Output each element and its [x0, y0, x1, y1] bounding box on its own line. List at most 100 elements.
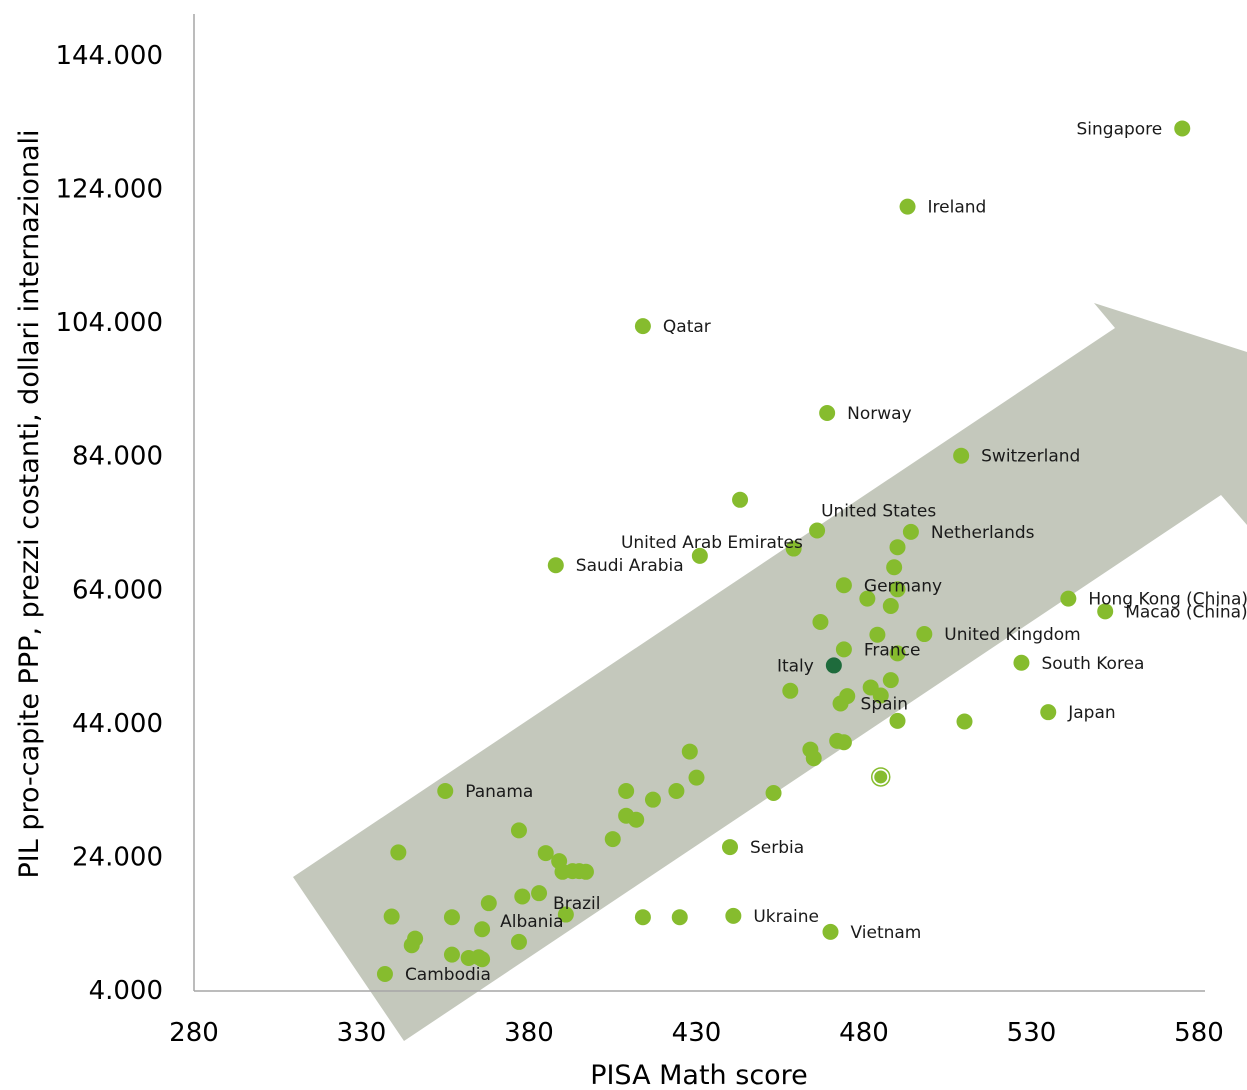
point-label: Ireland — [928, 198, 987, 218]
data-point — [902, 523, 919, 540]
point-label: Switzerland — [981, 447, 1080, 467]
data-point — [510, 822, 527, 839]
data-point — [618, 782, 635, 799]
x-tick-label: 580 — [1174, 1018, 1224, 1048]
data-point — [725, 907, 742, 924]
y-tick-labels: 4.000 24.000 44.000 64.000 84.000 104.000 124.… — [55, 41, 163, 1006]
data-point — [805, 750, 822, 767]
point-label: Albania — [500, 912, 563, 932]
data-point — [835, 641, 852, 658]
data-point — [953, 447, 970, 464]
data-point — [916, 626, 933, 643]
point-label: France — [864, 640, 921, 660]
data-point — [889, 581, 906, 598]
data-point — [480, 895, 497, 912]
point-label: Italy — [777, 656, 814, 676]
data-point — [785, 540, 802, 557]
y-tick-label: 24.000 — [72, 842, 163, 872]
point-label: Serbia — [750, 838, 804, 858]
data-point — [859, 590, 876, 607]
data-point — [403, 937, 420, 954]
data-point — [557, 906, 574, 923]
data-point — [531, 885, 548, 902]
point-label: Germany — [864, 576, 942, 596]
y-tick-label: 64.000 — [72, 575, 163, 605]
x-tick-label: 480 — [839, 1018, 889, 1048]
data-point — [812, 614, 829, 631]
data-point — [899, 198, 916, 215]
data-point — [383, 908, 400, 925]
data-point — [1013, 654, 1030, 671]
point-label: Cambodia — [405, 965, 491, 985]
y-tick-label: 104.000 — [55, 308, 163, 338]
point-label: Spain — [861, 694, 909, 714]
data-point — [889, 645, 906, 662]
data-point — [872, 687, 889, 704]
y-tick-label: 44.000 — [72, 709, 163, 739]
point-labels: Singapore Ireland Qatar Norway Switzerland Un… — [405, 119, 1247, 985]
data-point — [474, 921, 491, 938]
data-point — [671, 909, 688, 926]
data-point — [869, 626, 886, 643]
y-axis-title: PIL pro-capite PPP, prezzi costanti, dol… — [14, 129, 45, 878]
data-point — [390, 844, 407, 861]
data-point — [822, 923, 839, 940]
data-point — [376, 965, 393, 982]
data-point — [765, 784, 782, 801]
point-label: United Arab Emirates — [621, 533, 803, 553]
data-point — [474, 951, 491, 968]
data-point — [732, 491, 749, 508]
y-tick-label: 144.000 — [55, 41, 163, 71]
data-point — [832, 695, 849, 712]
point-label: Singapore — [1076, 119, 1162, 139]
point-label: Norway — [847, 404, 912, 424]
data-points — [376, 120, 1191, 982]
x-tick-label: 380 — [504, 1018, 554, 1048]
data-point — [634, 909, 651, 926]
x-tick-labels: 280 330 380 430 480 530 580 — [169, 1018, 1224, 1048]
point-label: Qatar — [663, 317, 711, 337]
data-point — [688, 769, 705, 786]
data-point — [722, 839, 738, 856]
data-point — [644, 791, 661, 808]
data-point — [604, 831, 621, 848]
data-point — [835, 734, 852, 751]
data-point-highlight — [825, 657, 842, 674]
data-point — [443, 909, 460, 926]
point-label: United Kingdom — [944, 625, 1080, 645]
data-point — [1060, 590, 1077, 607]
data-point — [443, 946, 460, 963]
data-point — [1040, 704, 1057, 721]
point-label: Japan — [1067, 703, 1115, 723]
data-point — [956, 713, 973, 730]
data-point — [1174, 120, 1191, 137]
data-point — [681, 743, 698, 760]
x-tick-label: 530 — [1007, 1018, 1057, 1048]
data-point — [889, 539, 906, 556]
data-point — [691, 547, 708, 564]
x-axis-title: PISA Math score — [590, 1060, 808, 1090]
point-label: South Korea — [1041, 654, 1144, 674]
trend-arrow — [293, 303, 1247, 1041]
data-point — [819, 404, 836, 421]
data-point — [628, 811, 645, 828]
data-point — [882, 597, 899, 614]
data-point — [514, 888, 531, 905]
x-tick-label: 430 — [672, 1018, 722, 1048]
point-label: Saudi Arabia — [576, 556, 684, 576]
data-point — [437, 782, 454, 799]
data-point — [537, 845, 554, 862]
data-point — [782, 682, 799, 699]
data-point — [668, 782, 685, 799]
point-label: Panama — [465, 782, 533, 802]
data-point — [809, 522, 826, 539]
data-point — [886, 559, 903, 576]
point-label: Ukraine — [753, 907, 819, 927]
x-tick-label: 330 — [337, 1018, 387, 1048]
data-point — [1097, 603, 1114, 620]
point-label: United States — [821, 502, 936, 522]
data-point — [547, 557, 564, 574]
data-point — [577, 863, 594, 880]
data-point — [510, 933, 527, 950]
